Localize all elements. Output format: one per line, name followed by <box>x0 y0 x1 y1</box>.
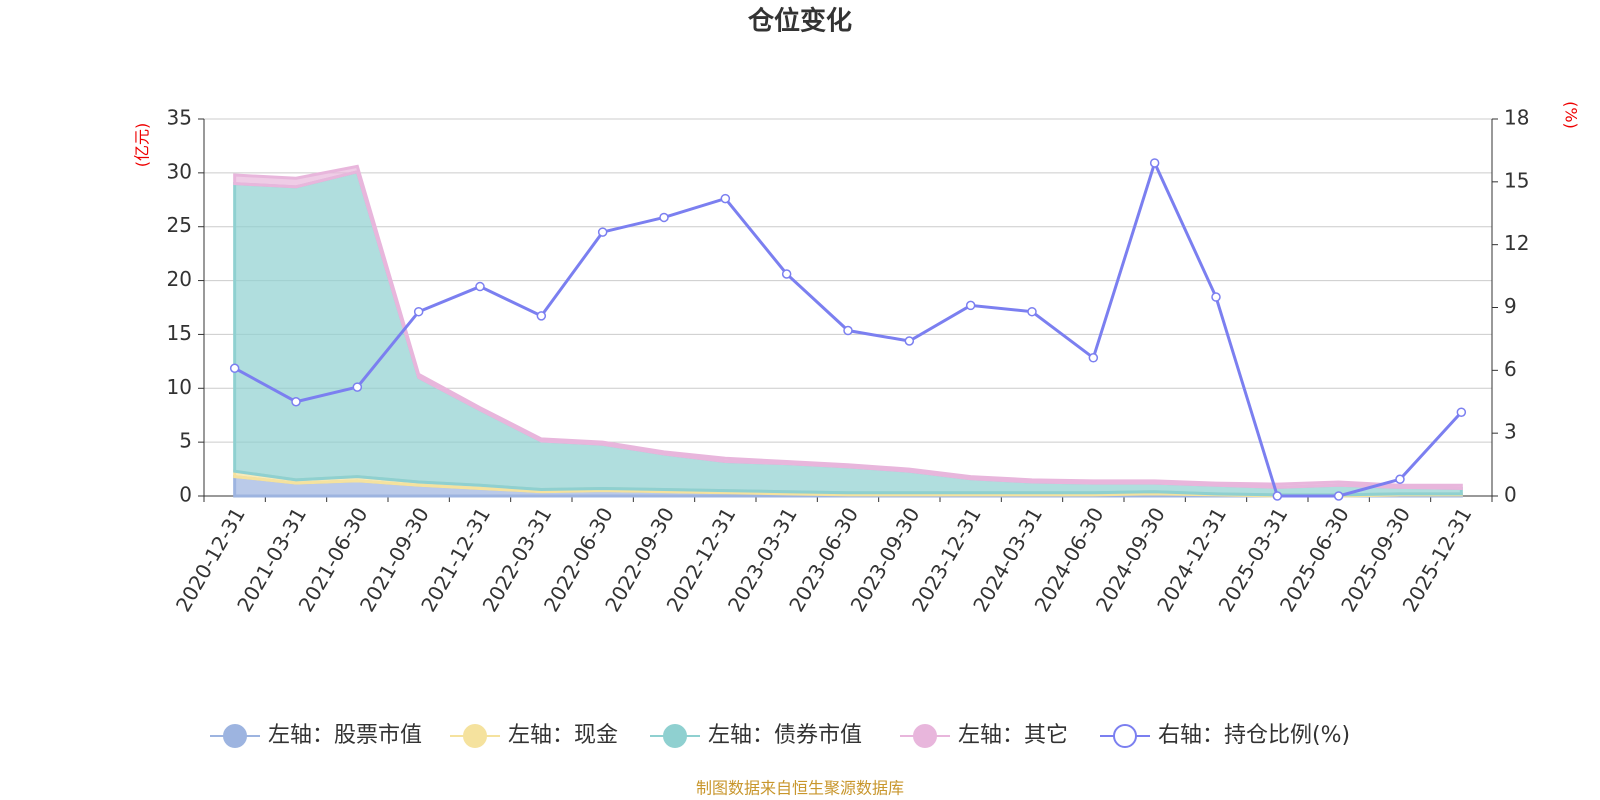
line-point <box>1211 292 1221 302</box>
y2-tick-label: 3 <box>1504 420 1517 444</box>
legend-icon <box>223 724 247 748</box>
line-point <box>229 363 240 373</box>
y-tick-label: 0 <box>179 483 192 507</box>
legend-icon <box>663 724 687 748</box>
line-point <box>843 325 853 336</box>
line-point <box>597 227 608 237</box>
legend-label: 左轴：股票市值 <box>268 723 422 748</box>
line-point <box>1456 407 1467 417</box>
line-point <box>1149 158 1160 168</box>
y-tick-label: 35 <box>167 106 192 130</box>
y2-tick-label: 18 <box>1504 106 1529 130</box>
y-tick-label: 25 <box>167 213 192 237</box>
legend-label: 左轴：其它 <box>958 723 1068 748</box>
chart-title: 仓位变化 <box>747 6 852 37</box>
line-point <box>1333 491 1344 501</box>
legend-label: 左轴：现金 <box>508 723 618 748</box>
y2-tick-label: 6 <box>1504 357 1517 381</box>
y-axis-label: (亿元) <box>133 123 152 168</box>
legend-icon <box>463 724 487 748</box>
line-point <box>1272 491 1283 501</box>
line-point <box>1027 306 1037 317</box>
y-tick-label: 30 <box>167 159 192 183</box>
line-point <box>475 281 485 292</box>
line-point <box>536 311 547 321</box>
legend-label: 右轴：持仓比例(%) <box>1158 723 1350 748</box>
line-point <box>720 193 731 204</box>
y-tick-label: 20 <box>167 267 192 291</box>
line-point <box>1088 353 1099 363</box>
y2-tick-label: 0 <box>1504 483 1517 507</box>
legend-label: 左轴：债券市值 <box>708 723 862 748</box>
y2-tick-label: 9 <box>1504 294 1517 318</box>
line-point <box>413 306 424 317</box>
line-point <box>1395 474 1405 484</box>
y2-axis-label: (%) <box>1562 101 1581 129</box>
y-tick-label: 10 <box>167 375 192 399</box>
line-point <box>965 300 976 311</box>
line-point <box>659 212 669 223</box>
line-point <box>291 397 301 407</box>
legend-icon <box>913 724 937 748</box>
line-point <box>352 382 363 392</box>
line-point <box>781 269 792 279</box>
area <box>233 164 1463 490</box>
y-tick-label: 15 <box>167 321 192 345</box>
legend-icon <box>1113 724 1137 748</box>
y2-tick-label: 12 <box>1504 231 1529 255</box>
line-point <box>904 336 915 346</box>
y2-tick-label: 15 <box>1504 168 1529 192</box>
y-tick-label: 5 <box>179 429 192 453</box>
source-note: 制图数据来自恒生聚源数据库 <box>696 779 904 798</box>
